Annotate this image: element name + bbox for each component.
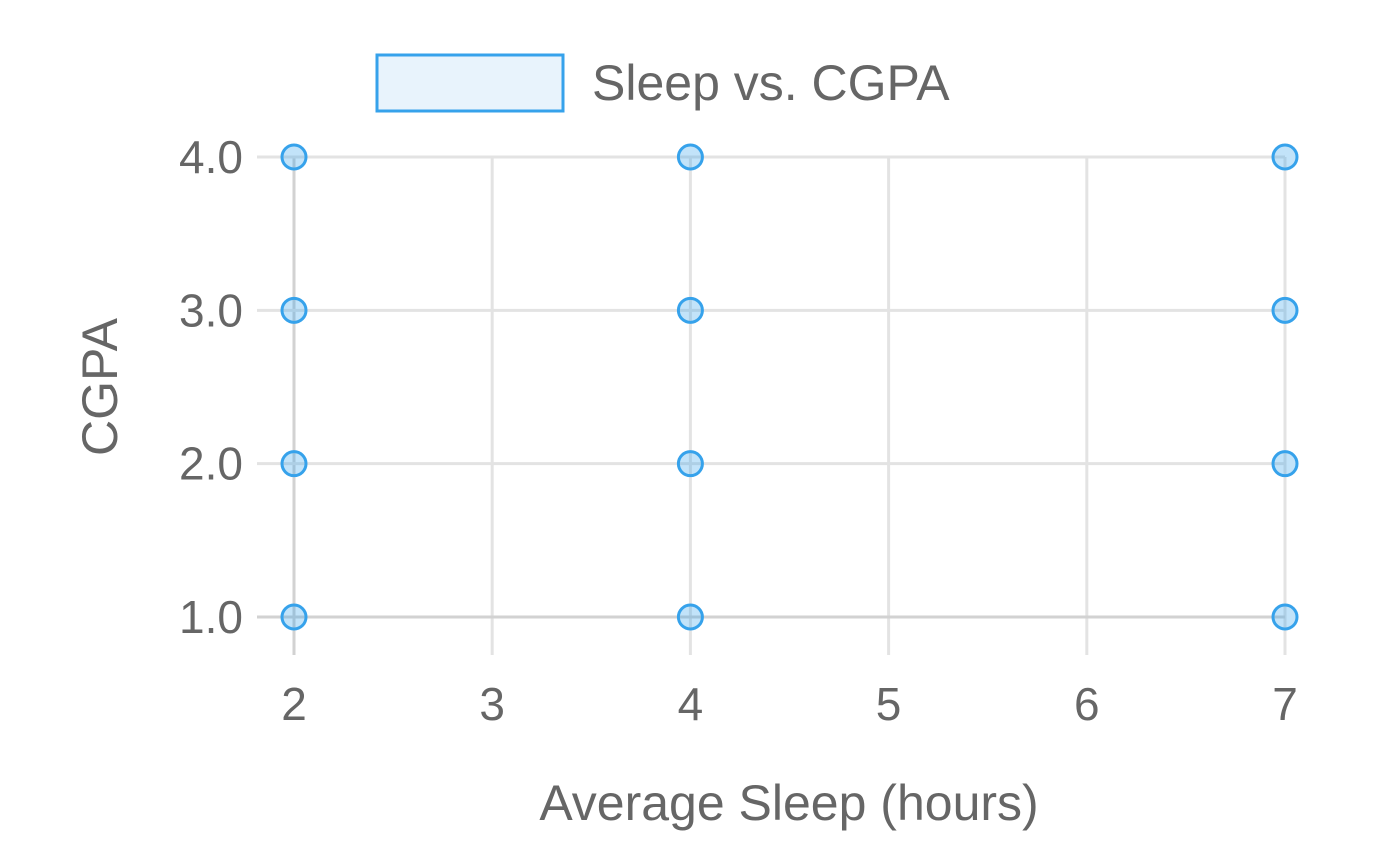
- data-point[interactable]: [1271, 603, 1299, 631]
- x-tick-label: 2: [281, 678, 307, 730]
- y-tick-label: 4.0: [179, 131, 243, 183]
- legend[interactable]: Sleep vs. CGPA: [375, 53, 950, 113]
- data-point[interactable]: [676, 450, 704, 478]
- data-point[interactable]: [1271, 143, 1299, 171]
- y-axis-title: CGPA: [72, 317, 128, 456]
- data-point[interactable]: [676, 603, 704, 631]
- x-tick-label: 5: [876, 678, 902, 730]
- x-tick-label: 4: [678, 678, 704, 730]
- y-tick-label: 2.0: [179, 438, 243, 490]
- x-axis-title: Average Sleep (hours): [539, 775, 1038, 831]
- data-point[interactable]: [676, 296, 704, 324]
- data-point[interactable]: [676, 143, 704, 171]
- data-point[interactable]: [280, 450, 308, 478]
- x-tick-label: 6: [1074, 678, 1100, 730]
- x-tick-label: 3: [479, 678, 505, 730]
- data-point[interactable]: [1271, 450, 1299, 478]
- data-point[interactable]: [280, 296, 308, 324]
- legend-label[interactable]: Sleep vs. CGPA: [592, 55, 950, 111]
- data-point[interactable]: [280, 143, 308, 171]
- data-point[interactable]: [280, 603, 308, 631]
- data-points: [280, 143, 1299, 631]
- y-tick-label: 1.0: [179, 591, 243, 643]
- y-tick-label: 3.0: [179, 284, 243, 336]
- tick-labels: 2 3 4 5 6 7 1.0 2.0 3.0 4.0: [179, 131, 1298, 730]
- legend-swatch[interactable]: [375, 53, 565, 113]
- data-point[interactable]: [1271, 296, 1299, 324]
- grid: [257, 155, 1287, 655]
- x-tick-label: 7: [1272, 678, 1298, 730]
